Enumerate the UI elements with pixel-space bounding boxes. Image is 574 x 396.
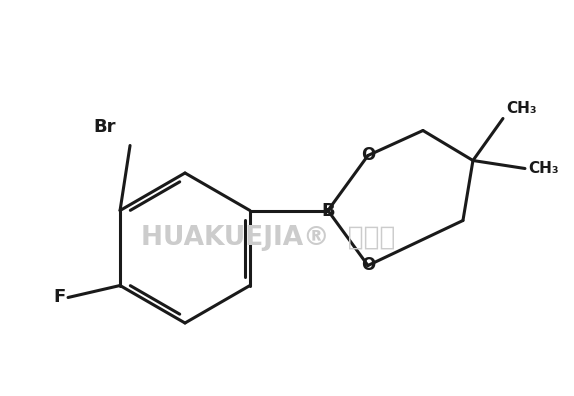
Text: CH₃: CH₃ <box>506 101 537 116</box>
Text: Br: Br <box>94 118 117 137</box>
Text: O: O <box>361 257 375 274</box>
Text: O: O <box>361 147 375 164</box>
Text: HUAKUEJIA®  化学加: HUAKUEJIA® 化学加 <box>141 225 395 251</box>
Text: F: F <box>53 289 65 307</box>
Text: B: B <box>321 202 335 219</box>
Text: CH₃: CH₃ <box>528 161 559 176</box>
